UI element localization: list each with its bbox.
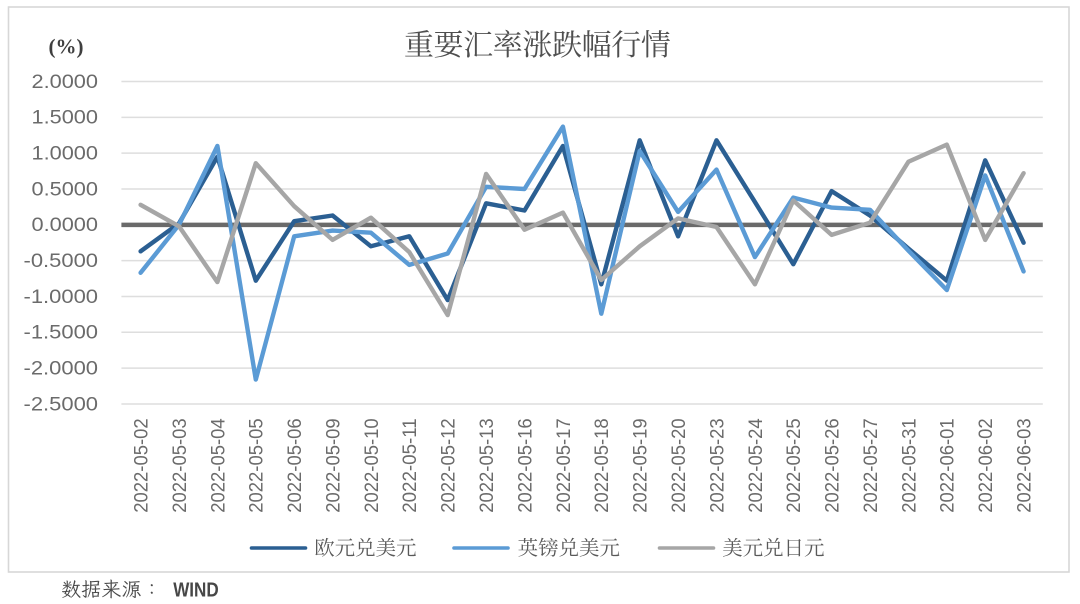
svg-text:2022-05-04: 2022-05-04 — [207, 418, 229, 513]
svg-text:2022-06-03: 2022-06-03 — [1014, 418, 1036, 513]
svg-text:2022-05-23: 2022-05-23 — [706, 418, 728, 513]
svg-text:2022-05-05: 2022-05-05 — [246, 418, 268, 513]
svg-text:2022-05-12: 2022-05-12 — [438, 418, 460, 513]
svg-text:2022-05-27: 2022-05-27 — [860, 418, 882, 513]
svg-text:2022-05-25: 2022-05-25 — [783, 418, 805, 513]
svg-text:2022-05-31: 2022-05-31 — [898, 418, 920, 513]
svg-text:-2.0000: -2.0000 — [24, 358, 99, 380]
svg-text:2022-05-16: 2022-05-16 — [514, 418, 536, 513]
svg-text:2022-05-10: 2022-05-10 — [361, 418, 383, 513]
svg-text:0.0000: 0.0000 — [32, 214, 99, 236]
svg-text:2022-06-01: 2022-06-01 — [937, 418, 959, 513]
svg-text:(%): (%) — [49, 35, 84, 59]
svg-text:2022-05-18: 2022-05-18 — [591, 418, 613, 513]
svg-text:2022-05-24: 2022-05-24 — [745, 418, 767, 513]
svg-text:2022-05-09: 2022-05-09 — [323, 418, 345, 513]
svg-text:WIND: WIND — [173, 579, 219, 602]
svg-text:2022-05-20: 2022-05-20 — [668, 418, 690, 513]
svg-text:2022-05-02: 2022-05-02 — [131, 418, 153, 513]
svg-text:1.0000: 1.0000 — [32, 143, 99, 165]
svg-text:1.5000: 1.5000 — [32, 107, 99, 129]
svg-text:2.0000: 2.0000 — [32, 71, 99, 93]
svg-text:2022-05-13: 2022-05-13 — [476, 418, 498, 513]
svg-text:-0.5000: -0.5000 — [24, 250, 99, 272]
svg-text:0.5000: 0.5000 — [32, 178, 99, 200]
svg-text:-1.5000: -1.5000 — [24, 322, 99, 344]
svg-text:2022-05-26: 2022-05-26 — [822, 418, 844, 513]
svg-text:2022-05-11: 2022-05-11 — [399, 418, 421, 513]
svg-text:2022-05-06: 2022-05-06 — [284, 418, 306, 513]
svg-text:-2.5000: -2.5000 — [24, 393, 99, 415]
svg-text:2022-05-17: 2022-05-17 — [553, 418, 575, 513]
svg-text:2022-05-19: 2022-05-19 — [630, 418, 652, 513]
svg-text:2022-05-03: 2022-05-03 — [169, 418, 191, 513]
svg-text:2022-06-02: 2022-06-02 — [975, 418, 997, 513]
svg-text:-1.0000: -1.0000 — [24, 286, 99, 308]
